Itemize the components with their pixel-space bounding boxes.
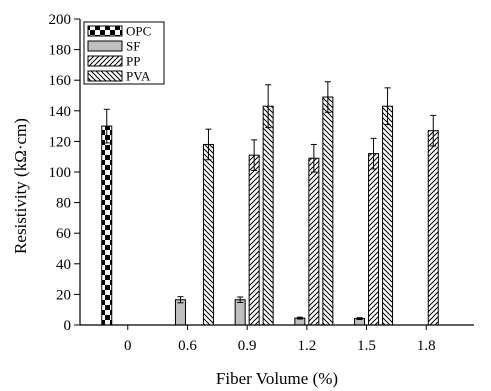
x-tick-label-0.9: 0.9 <box>238 338 257 354</box>
legend-label-pp: PP <box>126 54 140 69</box>
bar-opc-0 <box>101 125 113 326</box>
legend-label-sf: SF <box>126 39 140 54</box>
bar-sf-0.9 <box>234 299 246 326</box>
legend-label-opc: OPC <box>126 24 151 39</box>
bar-pva-1.2 <box>322 96 334 326</box>
error-bar-pva-1.5 <box>384 87 391 126</box>
x-tick-label-1.5: 1.5 <box>357 338 376 354</box>
y-tick-label-0: 0 <box>64 318 72 334</box>
error-bar-opc-0 <box>103 108 110 144</box>
error-bar-sf-0.6 <box>177 296 184 304</box>
error-bar-sf-0.9 <box>237 296 244 304</box>
bar-pva-1.5 <box>382 105 394 326</box>
legend-item-pva: PVA <box>87 69 151 84</box>
y-tick-label-160: 160 <box>49 73 72 89</box>
error-bar-pp-1.2 <box>310 143 317 173</box>
y-tick-label-140: 140 <box>49 104 72 120</box>
legend-swatch-opc <box>87 25 123 37</box>
error-bar-sf-1.5 <box>356 317 363 320</box>
y-axis-title: Resistivity (kΩ·cm) <box>11 118 30 254</box>
bar-pva-0.9 <box>262 105 274 326</box>
error-bar-pp-0.9 <box>251 139 258 171</box>
y-tick-label-120: 120 <box>49 134 72 150</box>
legend-label-pva: PVA <box>126 69 151 84</box>
y-tick-label-60: 60 <box>56 226 71 242</box>
bar-pp-1.8 <box>427 130 439 326</box>
x-tick-label-1.8: 1.8 <box>417 338 436 354</box>
x-tick-label-1.2: 1.2 <box>297 338 316 354</box>
bar-pva-0.6 <box>202 143 214 326</box>
y-tick-label-80: 80 <box>56 196 71 212</box>
legend-item-pp: PP <box>87 54 140 69</box>
y-tick-label-20: 20 <box>56 287 71 303</box>
error-bar-pva-0.6 <box>205 128 212 161</box>
y-tick-label-180: 180 <box>49 43 72 59</box>
legend-item-sf: SF <box>87 39 140 54</box>
y-tick-label-100: 100 <box>49 165 72 181</box>
error-bar-pva-0.9 <box>265 84 272 129</box>
bar-sf-0.6 <box>174 299 186 326</box>
y-tick-label-40: 40 <box>56 257 71 273</box>
error-bar-pp-1.8 <box>430 114 437 147</box>
x-tick-label-0: 0 <box>124 338 132 354</box>
legend-swatch-pva <box>87 70 123 82</box>
bar-pp-1.2 <box>308 157 320 326</box>
legend-swatch-pp <box>87 55 123 67</box>
y-tick-label-200: 200 <box>49 12 72 28</box>
legend-swatch-sf <box>87 40 123 52</box>
x-axis-title: Fiber Volume (%) <box>216 369 338 388</box>
x-tick-label-0.6: 0.6 <box>178 338 197 354</box>
error-bar-pp-1.5 <box>370 137 377 170</box>
error-bar-pva-1.2 <box>324 81 331 113</box>
bar-pp-0.9 <box>248 154 260 326</box>
error-bar-sf-1.2 <box>296 316 303 320</box>
bar-pp-1.5 <box>368 153 380 326</box>
legend-item-opc: OPC <box>87 24 151 39</box>
